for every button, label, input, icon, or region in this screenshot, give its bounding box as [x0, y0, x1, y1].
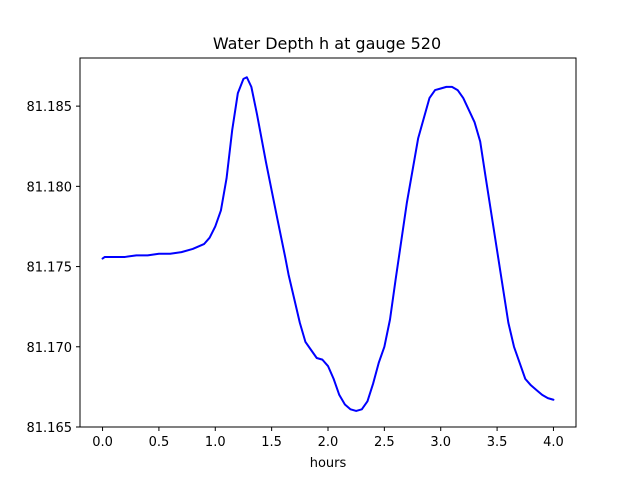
y-tick-label: 81.180 [27, 180, 73, 195]
series-line-0 [101, 76, 555, 412]
x-tick-label: 1.5 [261, 435, 282, 450]
x-tick-label: 3.5 [487, 435, 508, 450]
y-tick-label: 81.175 [27, 261, 73, 276]
x-tick-label: 0.0 [92, 435, 113, 450]
x-tick-label: 2.5 [374, 435, 395, 450]
chart-title: Water Depth h at gauge 520 [213, 34, 441, 53]
x-tick-label: 2.0 [318, 435, 339, 450]
x-tick-label: 4.0 [543, 435, 564, 450]
x-axis-ticks: 0.0 0.5 1.0 1.5 2.0 2.5 3.0 3.5 4.0 [92, 427, 564, 450]
y-axis-ticks: 81.165 81.170 81.175 81.180 81.185 [27, 100, 80, 436]
x-tick-label: 1.0 [205, 435, 226, 450]
x-tick-label: 0.5 [149, 435, 170, 450]
y-tick-label: 81.185 [27, 100, 73, 115]
plot-frame [79, 57, 577, 428]
plot-area [101, 76, 555, 412]
y-tick-label: 81.170 [27, 341, 73, 356]
x-axis-label: hours [310, 456, 347, 471]
x-tick-label: 3.0 [430, 435, 451, 450]
y-tick-label: 81.165 [27, 421, 73, 436]
